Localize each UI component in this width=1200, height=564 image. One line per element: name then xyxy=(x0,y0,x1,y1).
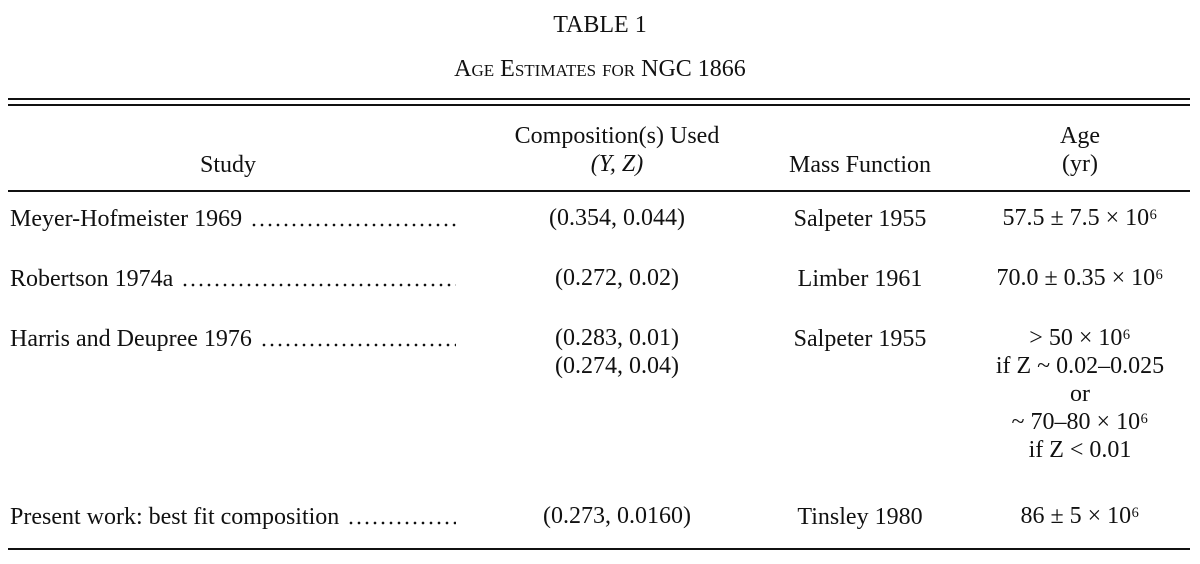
age-cell: 70.0 ± 0.35 × 10⁶ xyxy=(996,264,1163,292)
composition: (0.354, 0.044) xyxy=(549,205,685,231)
rule xyxy=(8,104,1190,106)
age: if Z ~ 0.02–0.025 xyxy=(995,353,1165,379)
mass-function: Salpeter 1955 xyxy=(793,206,927,232)
composition: (0.273, 0.0160) xyxy=(543,503,691,529)
dot-leader xyxy=(259,343,456,347)
header-age: Age (yr) xyxy=(1060,122,1100,178)
composition-cell: (0.272, 0.02) xyxy=(555,264,679,292)
study: Robertson 1974a xyxy=(10,266,174,292)
study: Meyer-Hofmeister 1969 xyxy=(10,206,243,232)
header-line: (Y, Z) xyxy=(590,151,644,177)
header-line: Composition(s) Used xyxy=(514,123,720,149)
composition: (0.272, 0.02) xyxy=(555,265,679,291)
composition-cell: (0.283, 0.01) (0.274, 0.04) xyxy=(555,324,679,380)
age: 86 ± 5 × 10⁶ xyxy=(1020,503,1140,529)
age-cell: 86 ± 5 × 10⁶ xyxy=(1020,502,1139,530)
study-cell: Present work: best fit composition xyxy=(10,504,456,531)
age: or xyxy=(1070,381,1090,407)
rule xyxy=(8,548,1190,550)
age: 57.5 ± 7.5 × 10⁶ xyxy=(1002,205,1158,231)
table-title: Age Estimates for NGC 1866 xyxy=(454,56,746,82)
composition-cell: (0.273, 0.0160) xyxy=(543,502,691,530)
dot-leader xyxy=(347,521,456,525)
age: ~ 70–80 × 10⁶ xyxy=(1011,409,1149,435)
study: Present work: best fit composition xyxy=(10,504,340,530)
age-cell: 57.5 ± 7.5 × 10⁶ xyxy=(1002,204,1157,232)
study-cell: Meyer-Hofmeister 1969 xyxy=(10,206,456,233)
composition: (0.283, 0.01) xyxy=(555,325,679,351)
age: > 50 × 10⁶ xyxy=(1029,325,1131,351)
study-cell: Harris and Deupree 1976 xyxy=(10,326,456,353)
composition-cell: (0.354, 0.044) xyxy=(549,204,685,232)
mass-function: Salpeter 1955 xyxy=(793,326,927,352)
dot-leader xyxy=(181,283,456,287)
header-composition: Composition(s) Used (Y, Z) xyxy=(515,122,720,178)
age: 70.0 ± 0.35 × 10⁶ xyxy=(996,265,1164,291)
header-study: Study xyxy=(200,152,257,178)
header-line: Age xyxy=(1060,123,1100,149)
age-cell: > 50 × 10⁶ if Z ~ 0.02–0.025 or ~ 70–80 × 1… xyxy=(996,324,1164,464)
rule xyxy=(8,190,1190,192)
mass-function: Limber 1961 xyxy=(797,266,923,292)
mass-function: Tinsley 1980 xyxy=(797,504,923,530)
table-label: TABLE 1 xyxy=(553,12,647,38)
study-cell: Robertson 1974a xyxy=(10,266,456,293)
dot-leader xyxy=(250,223,456,227)
header-mass-function: Mass Function xyxy=(788,152,932,178)
composition: (0.274, 0.04) xyxy=(555,353,679,379)
rule xyxy=(8,98,1190,100)
header-line: (yr) xyxy=(1062,151,1098,177)
study: Harris and Deupree 1976 xyxy=(10,326,252,352)
age: if Z < 0.01 xyxy=(1028,437,1132,463)
